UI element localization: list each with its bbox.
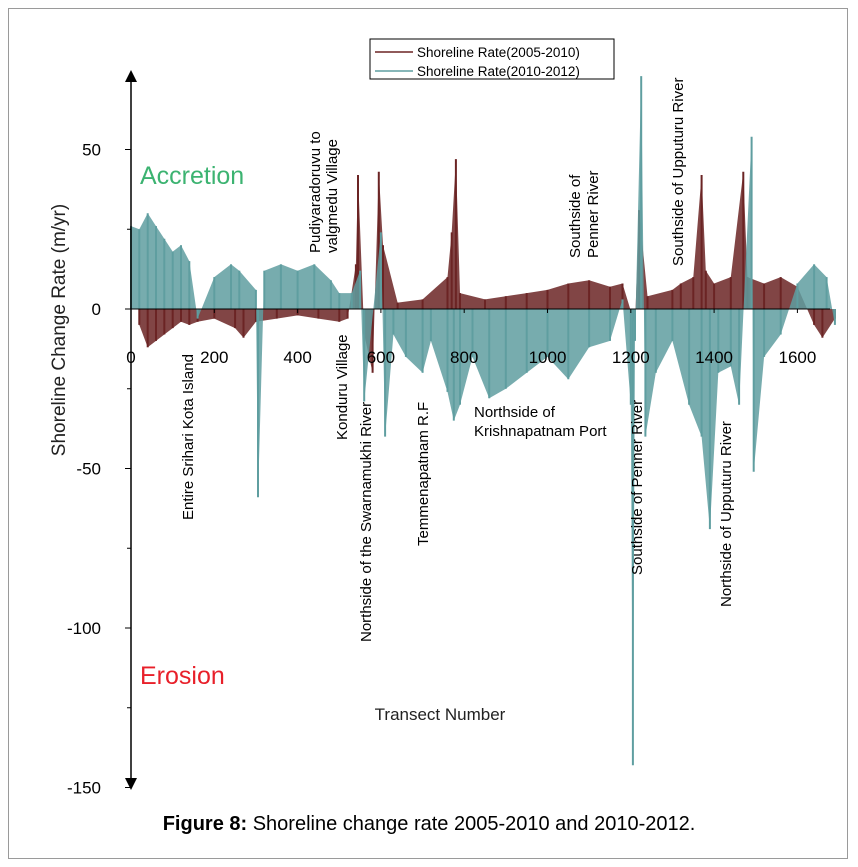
x-tick-label: 1400 bbox=[695, 348, 733, 367]
caption-label: Figure 8: bbox=[162, 813, 248, 835]
legend-label-2005-2010: Shoreline Rate(2005-2010) bbox=[417, 45, 580, 60]
y-axis-label: Shoreline Change Rate (m/yr) bbox=[49, 204, 70, 456]
y-tick-label: -150 bbox=[67, 779, 101, 798]
y-tick-label: -50 bbox=[76, 460, 101, 479]
annotation-krishnapatnam-line2: Krishnapatnam Port bbox=[474, 423, 607, 440]
axes: 50 0 -50 -100 -150 0 200 400 600 800 1000 1200 1400 1… bbox=[67, 70, 830, 798]
x-tick-label: 600 bbox=[367, 348, 395, 367]
annotation-srihari-kota: Entire Srihari Kota Island bbox=[180, 354, 197, 520]
x-tick-label: 1000 bbox=[529, 348, 567, 367]
figure-caption: Figure 8: Shoreline change rate 2005-201… bbox=[0, 813, 858, 836]
y-tick-label: 50 bbox=[82, 141, 101, 160]
annotation-krishnapatnam-line1: Northside of bbox=[474, 404, 556, 421]
annotation-upputuru-north: Northside of Upputuru River bbox=[718, 421, 735, 607]
x-axis-label: Transect Number bbox=[375, 705, 506, 724]
annotation-konduru: Konduru Village bbox=[334, 334, 351, 440]
annotation-accretion: Accretion bbox=[140, 162, 244, 190]
legend: Shoreline Rate(2005-2010) Shoreline Rate… bbox=[369, 38, 615, 80]
x-tick-label: 1200 bbox=[612, 348, 650, 367]
y-axis-arrow-down bbox=[125, 778, 137, 790]
annotation-pudiyaradoruvu-line2: valgmedu Village bbox=[324, 139, 341, 253]
y-tick-label: -100 bbox=[67, 619, 101, 638]
y-axis-arrow-up bbox=[125, 70, 137, 82]
annotation-temmenapatnam: Temmenapatnam R.F bbox=[415, 402, 432, 546]
x-tick-label: 400 bbox=[283, 348, 311, 367]
x-tick-label: 0 bbox=[126, 348, 135, 367]
annotation-pudiyaradoruvu-line1: Pudiyaradoruvu to bbox=[307, 131, 324, 253]
x-tick-label: 1600 bbox=[778, 348, 816, 367]
annotation-upputuru-south: Southside of Upputuru River bbox=[670, 78, 687, 266]
annotation-pudiyaradoruvu: Pudiyaradoruvu to valgmedu Village bbox=[307, 127, 341, 253]
annotation-krishnapatnam: Northside of Krishnapatnam Port bbox=[474, 404, 607, 440]
x-tick-label: 200 bbox=[200, 348, 228, 367]
legend-label-2010-2012: Shoreline Rate(2010-2012) bbox=[417, 64, 580, 79]
x-tick-label: 800 bbox=[450, 348, 478, 367]
caption-text: Shoreline change rate 2005-2010 and 2010… bbox=[247, 813, 696, 835]
annotation-swarnamukhi: Northside of the Swarnamukhi River bbox=[358, 402, 375, 642]
annotation-penner-lower: Southside of Penner River bbox=[629, 400, 646, 575]
annotation-penner-upper-line2: Penner River bbox=[585, 170, 602, 258]
annotation-penner-upper-line1: Southside of bbox=[567, 174, 584, 258]
annotation-penner-upper: Southside of Penner River bbox=[567, 170, 602, 258]
y-tick-label: 0 bbox=[92, 300, 101, 319]
annotation-erosion: Erosion bbox=[140, 662, 225, 690]
bar-2005-2010-area bbox=[139, 159, 835, 373]
